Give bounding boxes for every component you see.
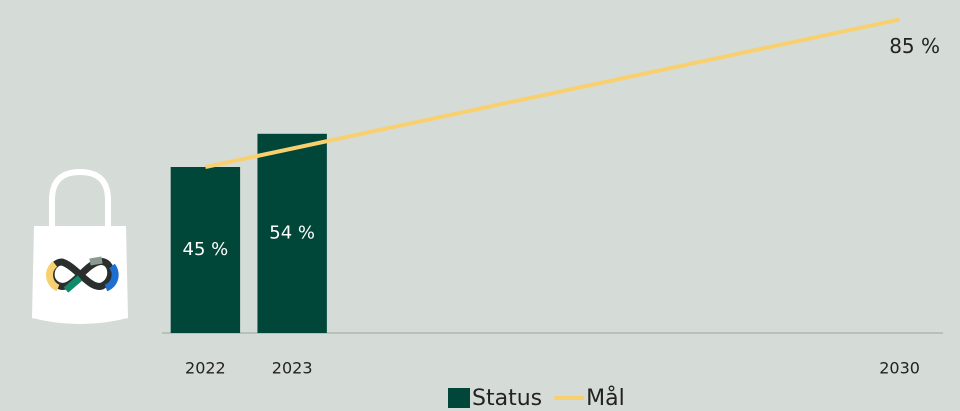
x-tick-label: 2022 (185, 359, 226, 378)
line (204, 17, 901, 169)
legend-label: Mål (586, 385, 625, 411)
value-label: 54 % (269, 222, 315, 243)
bar (257, 133, 327, 333)
x-tick-label: 2030 (879, 359, 920, 378)
bag-icon (32, 168, 128, 324)
legend-label: Status (472, 386, 542, 411)
bar (170, 167, 241, 333)
value-label: 85 % (889, 34, 940, 58)
x-tick-label: 2023 (272, 359, 313, 378)
value-label: 45 % (183, 239, 229, 260)
legend-swatch (448, 388, 470, 408)
